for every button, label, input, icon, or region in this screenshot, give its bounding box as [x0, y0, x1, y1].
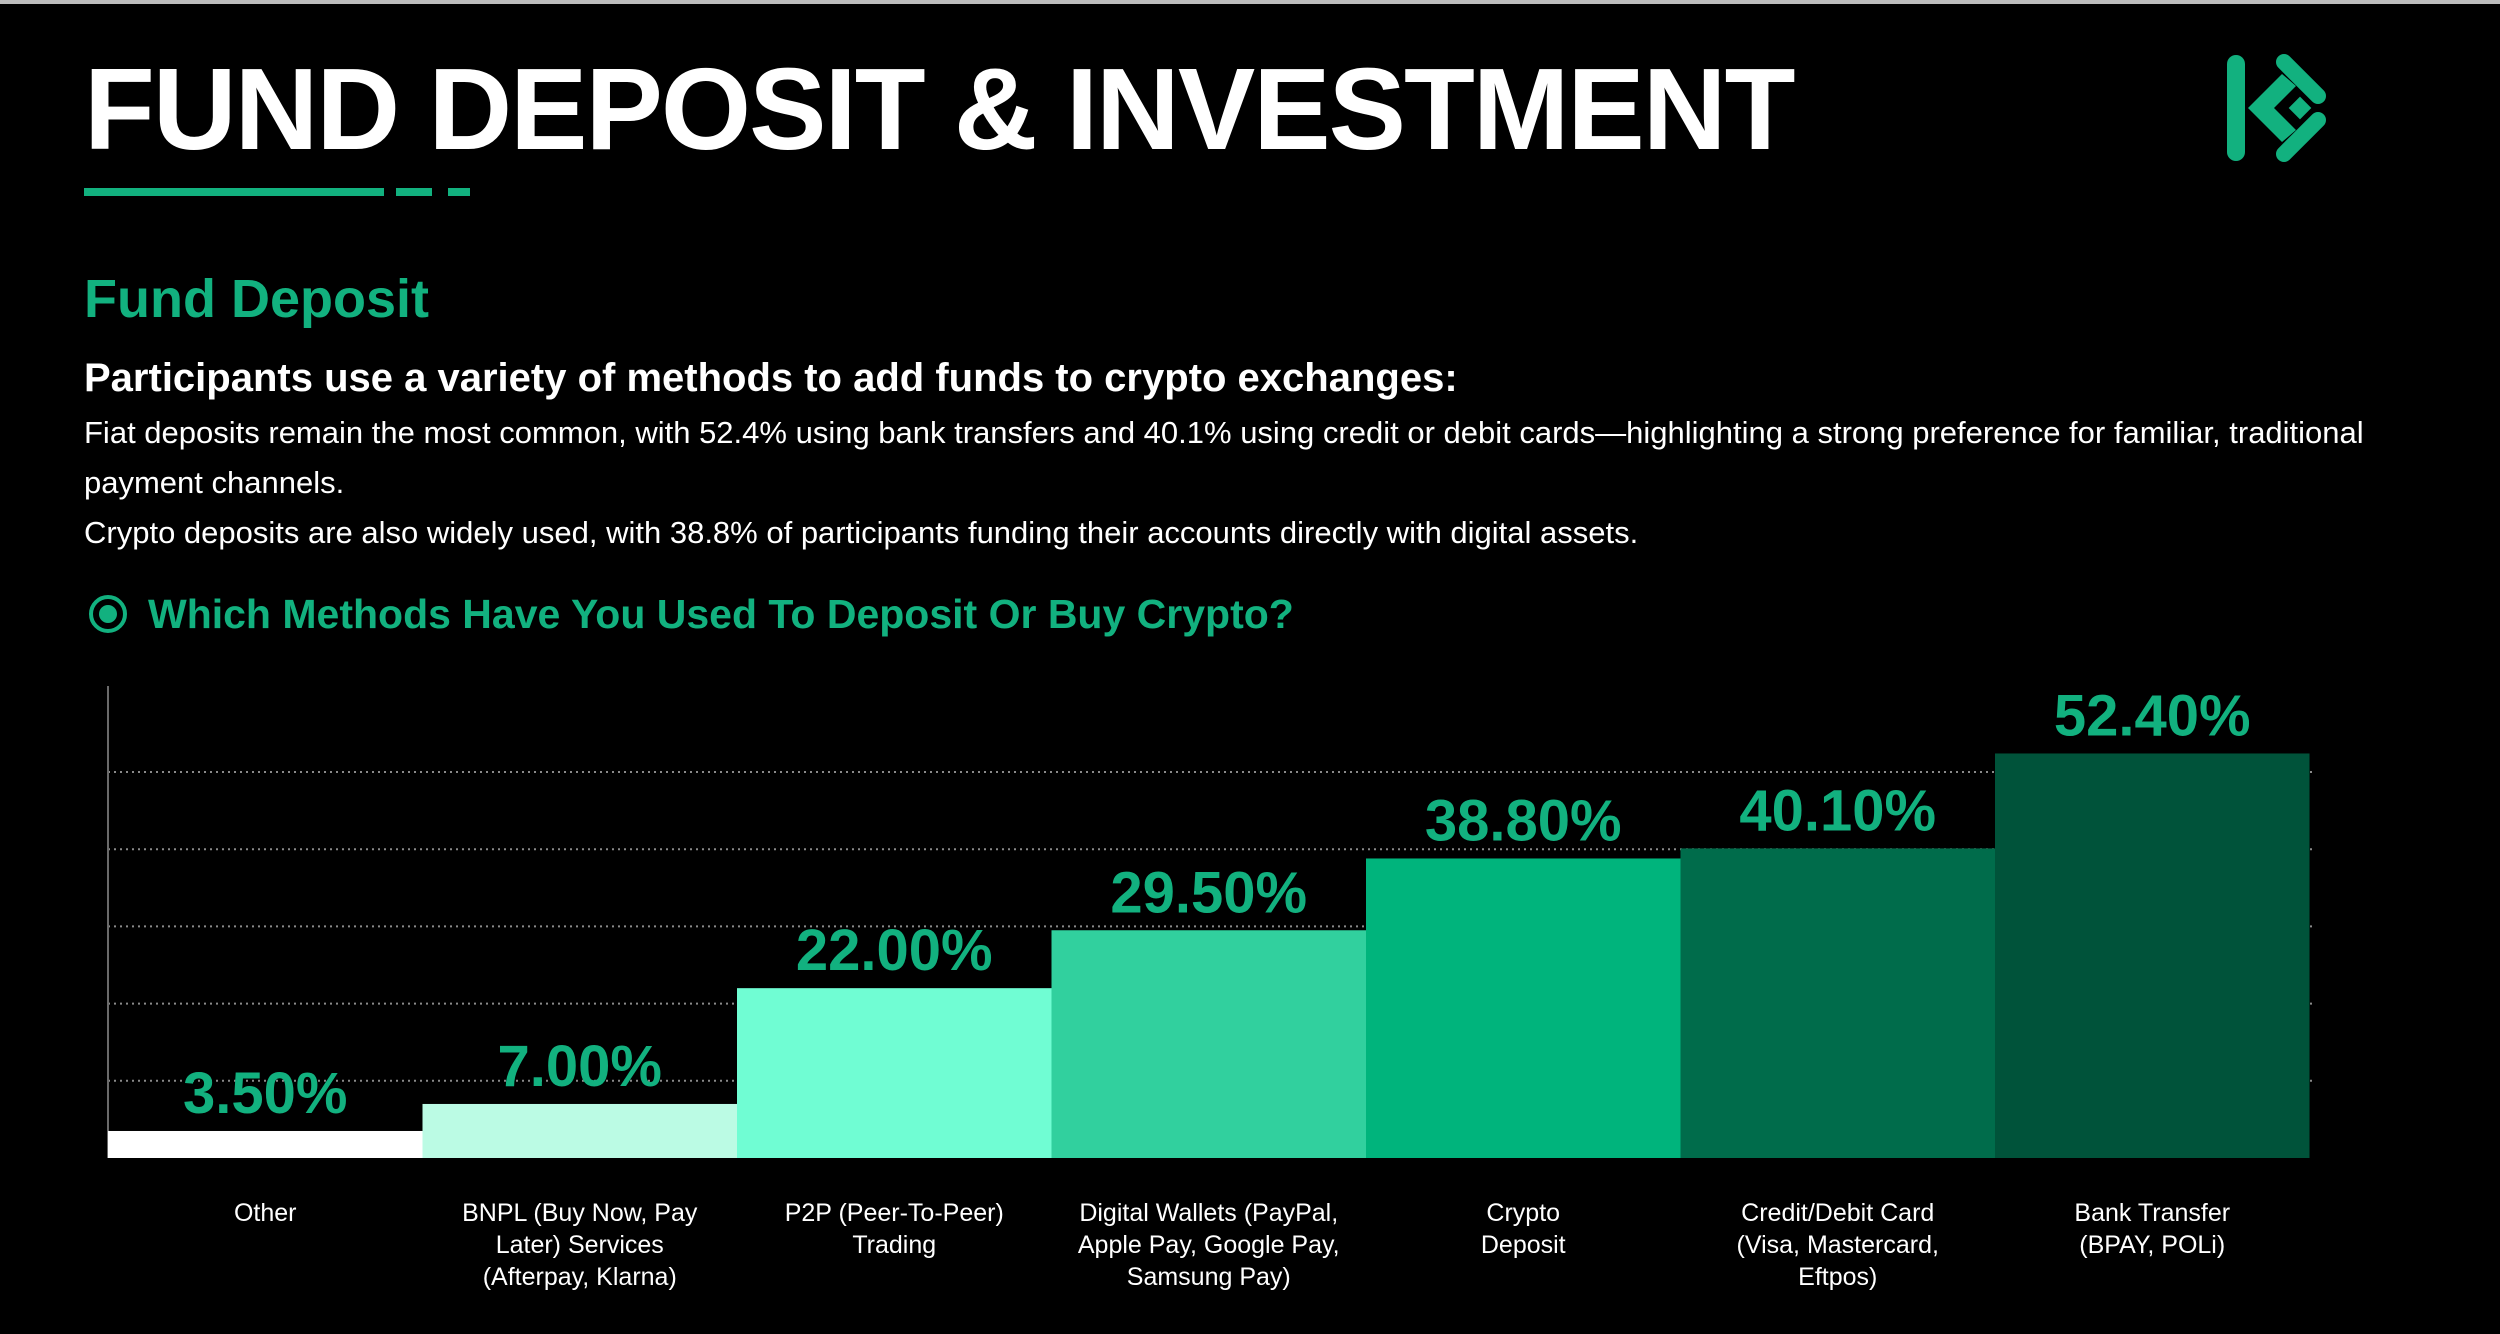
category-label-4-line-0: Crypto: [1486, 1199, 1560, 1227]
lead-text: Participants use a variety of methods to…: [84, 356, 1458, 400]
bar-1: [422, 1103, 737, 1158]
category-label-1-line-2: (Afterpay, Klarna): [483, 1263, 677, 1291]
category-label-5-line-0: Credit/Debit Card: [1741, 1199, 1934, 1227]
category-label-3-line-2: Samsung Pay): [1127, 1263, 1291, 1291]
top-border: [0, 0, 2500, 4]
data-label-3: 29.50%: [1110, 860, 1307, 925]
data-label-0: 3.50%: [183, 1061, 347, 1126]
category-label-6-line-1: (BPAY, POLi): [2079, 1231, 2225, 1259]
data-label-1: 7.00%: [498, 1034, 662, 1099]
data-label-5: 40.10%: [1739, 778, 1936, 843]
title-underline-short-1: [396, 188, 432, 196]
bar-2: [737, 988, 1052, 1158]
section-title: Fund Deposit: [84, 269, 429, 329]
bar-0: [108, 1130, 423, 1158]
bar-5: [1680, 848, 1995, 1158]
chart-title-text: Which Methods Have You Used To Deposit O…: [148, 590, 1294, 637]
data-label-6: 52.40%: [2054, 683, 2251, 748]
category-label-1-line-0: BNPL (Buy Now, Pay: [462, 1199, 698, 1227]
chart-title: Which Methods Have You Used To Deposit O…: [88, 584, 1294, 644]
bar-3: [1051, 930, 1366, 1158]
paragraph-crypto: Crypto deposits are also widely used, wi…: [84, 515, 1639, 550]
category-label-1-line-1: Later) Services: [496, 1231, 664, 1259]
radio-dot-icon: [89, 595, 127, 633]
category-label-5-line-2: Eftpos): [1798, 1263, 1877, 1291]
category-label-0: Other: [234, 1199, 297, 1227]
title-underline-short-2: [448, 188, 470, 196]
data-label-4: 38.80%: [1425, 788, 1622, 853]
category-label-6-line-0: Bank Transfer: [2074, 1199, 2230, 1227]
bar-chart: 3.50% Other 7.00% BNPL (Buy Now, Pay Later) …: [107, 683, 2312, 1291]
bar-4: [1366, 858, 1681, 1158]
title-underline-long: [84, 188, 384, 196]
category-label-5-line-1: (Visa, Mastercard,: [1737, 1231, 1939, 1259]
paragraph-fiat: Fiat deposits remain the most common, wi…: [84, 415, 2364, 500]
category-label-3-line-0: Digital Wallets (PayPal,: [1079, 1199, 1338, 1227]
page-title: FUND DEPOSIT & INVESTMENT: [84, 44, 1795, 174]
category-label-3-line-1: Apple Pay, Google Pay,: [1078, 1231, 1340, 1259]
kucoin-logo-icon: [2227, 54, 2326, 162]
bar-6: [1995, 753, 2310, 1158]
data-label-2: 22.00%: [796, 918, 993, 983]
category-label-4-line-1: Deposit: [1481, 1231, 1566, 1259]
category-label-2-line-1: Trading: [852, 1231, 936, 1259]
category-label-2-line-0: P2P (Peer-To-Peer): [785, 1199, 1004, 1227]
